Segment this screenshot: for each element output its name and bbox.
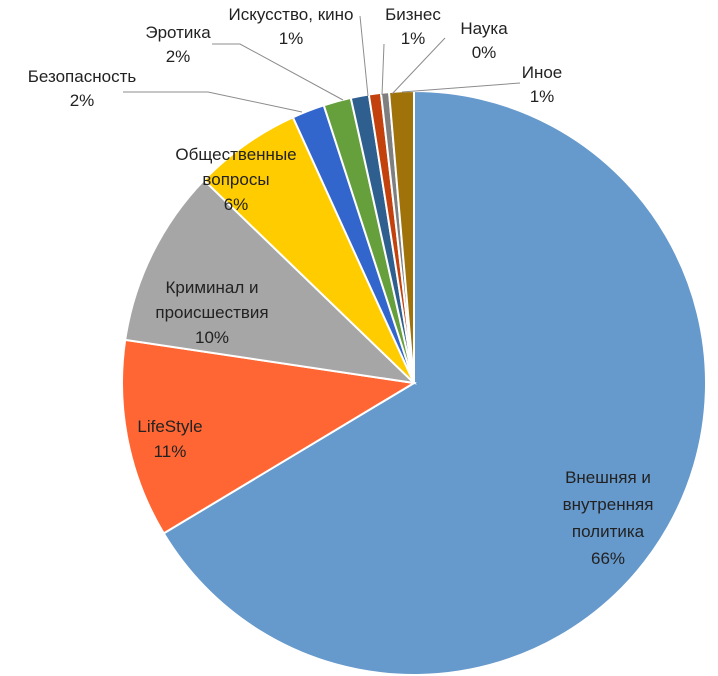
slice-category-label: LifeStyle: [137, 417, 202, 436]
leader-line-искусство-кино: [359, 15, 369, 97]
slices-layer: [121, 89, 707, 676]
slice-category-label: политика: [572, 522, 645, 541]
data-label-искусство-кино: Искусство, кино 1%: [229, 5, 354, 48]
slice-category-label: внутренняя: [563, 495, 654, 514]
slice-category-label: Внешняя и: [565, 468, 651, 487]
slice-category-label: Общественные: [175, 145, 296, 164]
leader-line-бизнес: [381, 43, 385, 96]
slice-value-label: 0%: [472, 43, 497, 62]
slice-category-label: происшествия: [155, 303, 268, 322]
slice-value-label: 1%: [530, 87, 555, 106]
slice-value-label: 6%: [224, 195, 249, 214]
slice-category-label: Иное: [522, 63, 563, 82]
labels-layer: Внешняя и внутренняя политика 66% LifeStyle 1…: [28, 5, 654, 568]
slice-value-label: 2%: [70, 91, 95, 110]
data-label-общественные-вопросы: Общественные вопросы 6%: [175, 145, 296, 214]
slice-value-label: 1%: [279, 29, 304, 48]
pie-slice-lifestyle: [121, 338, 417, 535]
data-label-внешняя-и-внутренняя-политика: Внешняя и внутренняя политика 66%: [563, 468, 654, 568]
slice-category-label: Бизнес: [385, 5, 441, 24]
data-label-lifestyle: LifeStyle 11%: [137, 417, 202, 461]
leader-line-эротика: [212, 43, 344, 101]
data-label-иное: Иное 1%: [522, 63, 563, 106]
pie-slice-внешняя-и-внутренняя-политика: [162, 89, 707, 676]
slice-value-label: 10%: [195, 328, 229, 347]
slice-category-label: вопросы: [202, 170, 269, 189]
data-label-эротика: Эротика 2%: [145, 23, 211, 66]
data-label-безопасность: Безопасность 2%: [28, 67, 137, 110]
leader-line-иное: [401, 82, 521, 93]
data-label-наука: Наука 0%: [460, 19, 508, 62]
pie-slice-криминал-и-происшествия: [124, 178, 417, 385]
slice-category-label: Наука: [460, 19, 508, 38]
slice-value-label: 66%: [591, 549, 625, 568]
leader-lines-layer: [123, 15, 521, 113]
slice-category-label: Искусство, кино: [229, 5, 354, 24]
slice-value-label: 11%: [154, 442, 187, 461]
data-label-криминал-и-происшествия: Криминал и происшествия 10%: [155, 278, 268, 347]
slice-category-label: Безопасность: [28, 67, 137, 86]
slice-value-label: 1%: [401, 29, 426, 48]
slice-value-label: 2%: [166, 47, 191, 66]
data-label-бизнес: Бизнес 1%: [385, 5, 441, 48]
leader-line-безопасность: [123, 91, 303, 113]
slice-category-label: Эротика: [145, 23, 211, 42]
slice-category-label: Криминал и: [165, 278, 258, 297]
leader-line-наука: [391, 37, 446, 95]
